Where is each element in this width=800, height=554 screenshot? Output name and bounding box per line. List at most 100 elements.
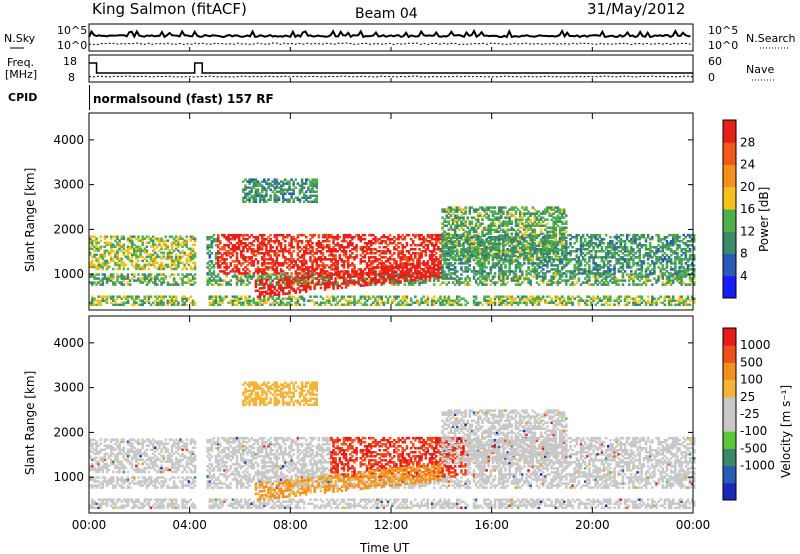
power-cell: [311, 242, 313, 245]
power-cell: [313, 234, 315, 237]
power-cell: [422, 295, 424, 298]
power-cell: [278, 295, 280, 298]
power-cell: [305, 236, 307, 239]
power-cell: [469, 264, 471, 267]
power-cell: [408, 234, 410, 237]
power-cell: [263, 295, 265, 298]
power-cell: [393, 252, 395, 255]
power-cell: [548, 253, 550, 256]
power-cell: [389, 234, 391, 237]
power-cell: [504, 206, 506, 209]
power-cell: [242, 279, 244, 282]
power-cell: [194, 281, 196, 284]
power-cell: [137, 235, 139, 238]
power-cell: [435, 252, 437, 255]
power-cell: [336, 281, 338, 284]
power-cell: [316, 190, 318, 193]
power-cell: [328, 240, 330, 243]
power-cell: [190, 295, 192, 298]
power-cell: [177, 283, 179, 286]
power-cell: [343, 295, 345, 298]
power-cell: [469, 277, 471, 280]
power-cell: [389, 250, 391, 253]
power-cell: [211, 260, 213, 263]
power-cell: [150, 295, 152, 298]
power-cell: [165, 235, 167, 238]
power-cell: [177, 302, 179, 305]
power-cell: [238, 268, 240, 271]
power-cell: [123, 244, 125, 247]
power-cell: [104, 273, 106, 276]
nave-right-tick-bottom: 0: [708, 71, 715, 84]
power-cell: [257, 260, 259, 263]
power-cell: [194, 277, 196, 280]
power-cell: [185, 304, 187, 307]
nsearch-right-tick-bottom: 10^0: [708, 39, 738, 52]
power-cell: [295, 178, 297, 181]
power-cell: [271, 283, 273, 286]
beam-title: Beam 04: [355, 6, 418, 22]
power-cell: [280, 242, 282, 245]
power-cell: [458, 241, 460, 244]
power-cell: [211, 252, 213, 255]
power-cell: [194, 237, 196, 240]
power-cell: [481, 222, 483, 225]
power-cell: [225, 258, 227, 261]
power-cell: [527, 266, 529, 269]
power-cell: [414, 295, 416, 298]
power-cell: [108, 266, 110, 269]
power-cell: [271, 246, 273, 249]
power-cell: [504, 264, 506, 267]
power-cell: [225, 262, 227, 265]
power-cell: [462, 216, 464, 219]
power-cell: [448, 295, 450, 298]
power-cell: [454, 266, 456, 269]
power-cell: [150, 273, 152, 276]
power-cell: [460, 273, 462, 276]
power-cell: [433, 283, 435, 286]
nsearch-right-tick-top: 10^5: [708, 24, 738, 37]
power-cell: [175, 295, 177, 298]
power-cell: [460, 266, 462, 269]
power-cell: [353, 264, 355, 267]
power-cell: [471, 220, 473, 223]
power-cell: [263, 234, 265, 237]
power-cell: [123, 235, 125, 238]
power-cell: [316, 178, 318, 181]
power-cell: [278, 291, 280, 294]
power-cell: [165, 295, 167, 298]
power-cell: [395, 260, 397, 263]
power-cell: [217, 273, 219, 276]
power-cell: [276, 178, 278, 181]
power-cell: [284, 244, 286, 247]
power-cell: [271, 280, 273, 283]
power-cell: [347, 270, 349, 273]
power-cell: [550, 297, 552, 300]
power-cell: [546, 222, 548, 225]
power-cell: [414, 248, 416, 251]
freq-frame: [89, 55, 693, 82]
power-cell: [311, 280, 313, 283]
power-cell: [523, 262, 525, 265]
power-cell: [395, 271, 397, 274]
power-cell: [230, 283, 232, 286]
power-cell: [99, 235, 101, 238]
nsearch-series: [89, 43, 690, 44]
nsky-left-tick-top: 10^5: [57, 24, 87, 37]
power-cell: [253, 297, 255, 300]
power-cell: [269, 195, 271, 198]
power-cell: [278, 197, 280, 200]
power-cell: [355, 244, 357, 247]
power-cell: [194, 252, 196, 255]
power-cell: [355, 254, 357, 257]
power-cell: [464, 206, 466, 209]
power-cell: [494, 275, 496, 278]
power-cell: [336, 295, 338, 298]
power-cell: [116, 235, 118, 238]
power-cell: [120, 258, 122, 261]
power-cell: [521, 270, 523, 273]
power-cell: [320, 287, 322, 290]
power-cell: [171, 256, 173, 259]
